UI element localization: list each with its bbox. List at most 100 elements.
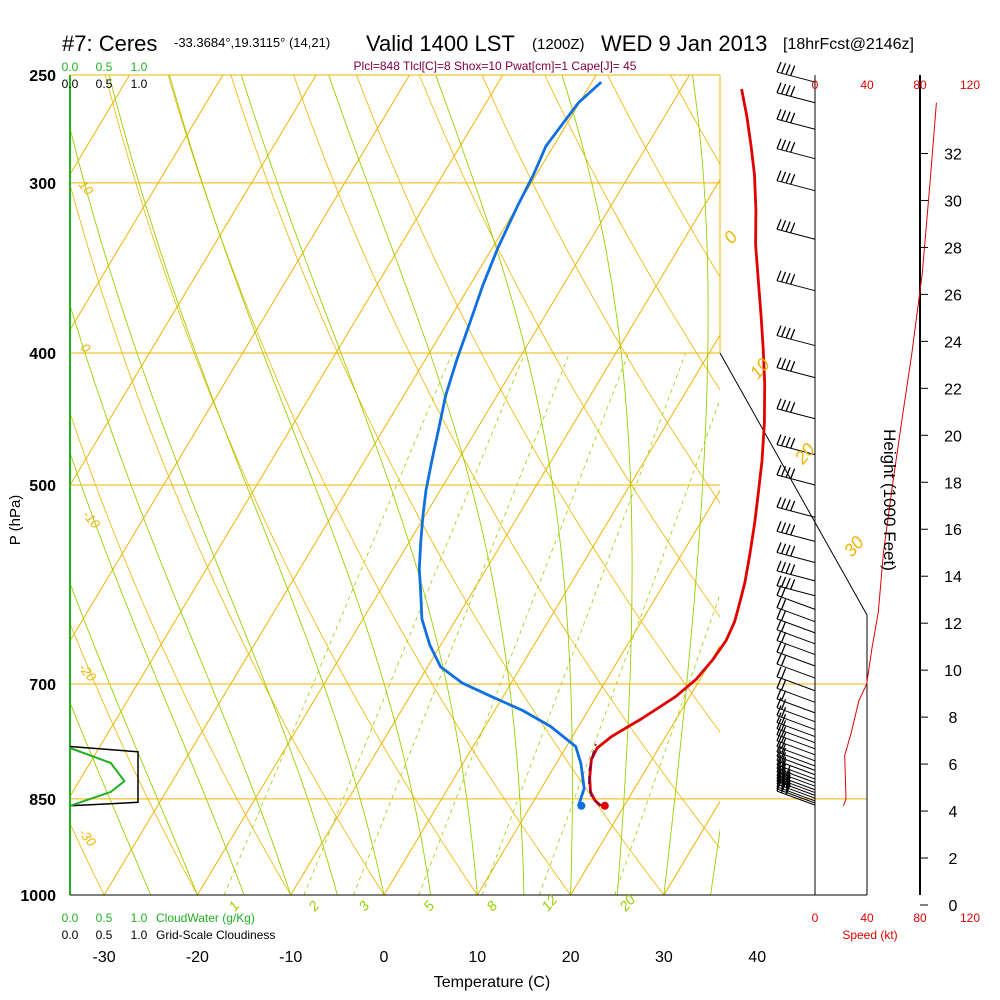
axes: -30 -20 -10 0 10 20 30 402503004005007008501000…	[20, 60, 980, 966]
wind-barb	[776, 761, 816, 787]
adiabat-label: 10	[746, 354, 774, 382]
wind-barb-feather	[790, 524, 796, 536]
dry-adiabat	[167, 75, 571, 895]
cloud-water-tick-label: 0.0	[62, 911, 79, 925]
wind-barb-staff	[776, 585, 816, 597]
speed-tick-label: 40	[860, 911, 874, 925]
wind-barb	[776, 641, 816, 667]
pressure-tick-label: 1000	[20, 888, 56, 905]
valid-date: WED 9 Jan 2013	[601, 31, 767, 56]
wind-barb-staff	[776, 780, 816, 796]
wind-barb-feather	[790, 579, 796, 590]
wind-barb-staff	[776, 663, 816, 679]
wind-barb-feather	[780, 561, 787, 573]
pressure-tick-label: 250	[29, 68, 56, 85]
adiabat-label: -30	[76, 825, 100, 850]
wind-barb-staff	[776, 530, 816, 542]
cloudiness-tick-label: 1.0	[131, 928, 148, 942]
sounding-series	[417, 81, 767, 810]
wind-barb-feather	[780, 690, 787, 701]
valid-time: Valid 1400 LST	[366, 31, 515, 56]
wind-barb-staff	[776, 594, 816, 610]
wind-barb-feather	[785, 563, 791, 574]
wind-barb-feather	[776, 270, 782, 281]
speed-tick-label: 40	[860, 78, 874, 92]
dry-adiabat	[356, 75, 720, 733]
wind-barb-staff	[776, 651, 816, 667]
wind-barb-feather	[780, 399, 787, 411]
wind-barb	[776, 108, 816, 130]
wind-barb-feather	[776, 608, 782, 620]
wind-barb	[776, 712, 816, 738]
cloud-water-tick-label: 0.5	[96, 911, 113, 925]
wind-barb	[776, 357, 816, 379]
cloud-water-tick-label: 0.5	[96, 60, 113, 74]
wind-barb	[776, 270, 816, 292]
wind-barb-feather	[776, 688, 782, 700]
moist-adiabat	[108, 75, 385, 895]
wind-barb-staff	[776, 790, 816, 806]
height-tick-label: 8	[949, 710, 958, 727]
wind-barb-feather	[790, 402, 796, 413]
mixing-ratio-line	[352, 352, 570, 895]
adiabat-label: -10	[80, 507, 104, 532]
height-tick-label: 14	[944, 569, 962, 586]
wind-barb-feather	[776, 741, 782, 753]
height-tick-label: 6	[949, 757, 958, 774]
wind-barb-staff	[776, 148, 816, 160]
adiabat-label: -20	[76, 660, 100, 685]
wind-barb	[776, 697, 816, 723]
wind-barb-feather	[780, 706, 787, 718]
wind-barb-feather	[776, 666, 782, 677]
wind-barb-staff	[776, 629, 816, 645]
wind-barb-feather	[776, 170, 782, 181]
wind-barb-feather	[776, 653, 782, 665]
zulu-time: (1200Z)	[532, 36, 585, 53]
wind-barb	[776, 666, 816, 692]
wind-barb	[776, 138, 816, 160]
wind-barb-feather	[776, 434, 782, 445]
wind-barb	[776, 325, 816, 347]
moist-adiabat	[70, 126, 338, 895]
cloudiness-tick-label: 0.0	[62, 77, 79, 91]
wind-barb	[776, 521, 816, 542]
speed-tick-label: 0	[812, 78, 819, 92]
wind-barb-staff	[776, 740, 816, 756]
wind-barb-feather	[776, 641, 782, 653]
height-trace	[842, 102, 937, 806]
wind-barb-feather	[780, 610, 787, 621]
wind-barb-feather	[790, 65, 796, 76]
wind-barb-feather	[790, 545, 796, 557]
wind-barb-staff	[776, 92, 816, 104]
wind-barb-staff	[776, 768, 816, 784]
cloud-panel	[69, 745, 139, 807]
wind-barb-feather	[780, 139, 787, 151]
wind-barb-feather	[776, 761, 782, 773]
x-tick-label: -30	[93, 949, 116, 966]
wind-barb-staff	[776, 118, 816, 130]
moist-adiabat	[70, 451, 245, 895]
wind-barb-feather	[785, 544, 791, 556]
moist-adiabat	[70, 581, 198, 895]
wind-barb-feather	[785, 64, 791, 75]
mixing-ratio-line	[418, 352, 629, 895]
wind-barb-feather	[790, 360, 796, 372]
wind-barb-feather	[780, 220, 787, 231]
wind-barb-feather	[780, 752, 787, 763]
wind-barb-feather	[790, 274, 796, 285]
moist-adiabat	[168, 75, 432, 895]
wind-barb-staff	[776, 722, 816, 738]
x-tick-label: -20	[186, 949, 209, 966]
wind-barb-feather	[780, 599, 787, 610]
wind-barb-feather	[790, 500, 796, 512]
height-tick-label: 30	[944, 193, 962, 210]
grid-lines	[70, 75, 867, 895]
station-title: #7: Ceres	[62, 31, 157, 56]
height-tick-label: 28	[944, 240, 962, 257]
wind-barb-feather	[790, 222, 796, 234]
wind-barb-feather	[776, 758, 782, 769]
wind-barb-feather	[776, 108, 782, 120]
wind-barb	[776, 542, 816, 563]
wind-barb-staff	[776, 228, 816, 240]
